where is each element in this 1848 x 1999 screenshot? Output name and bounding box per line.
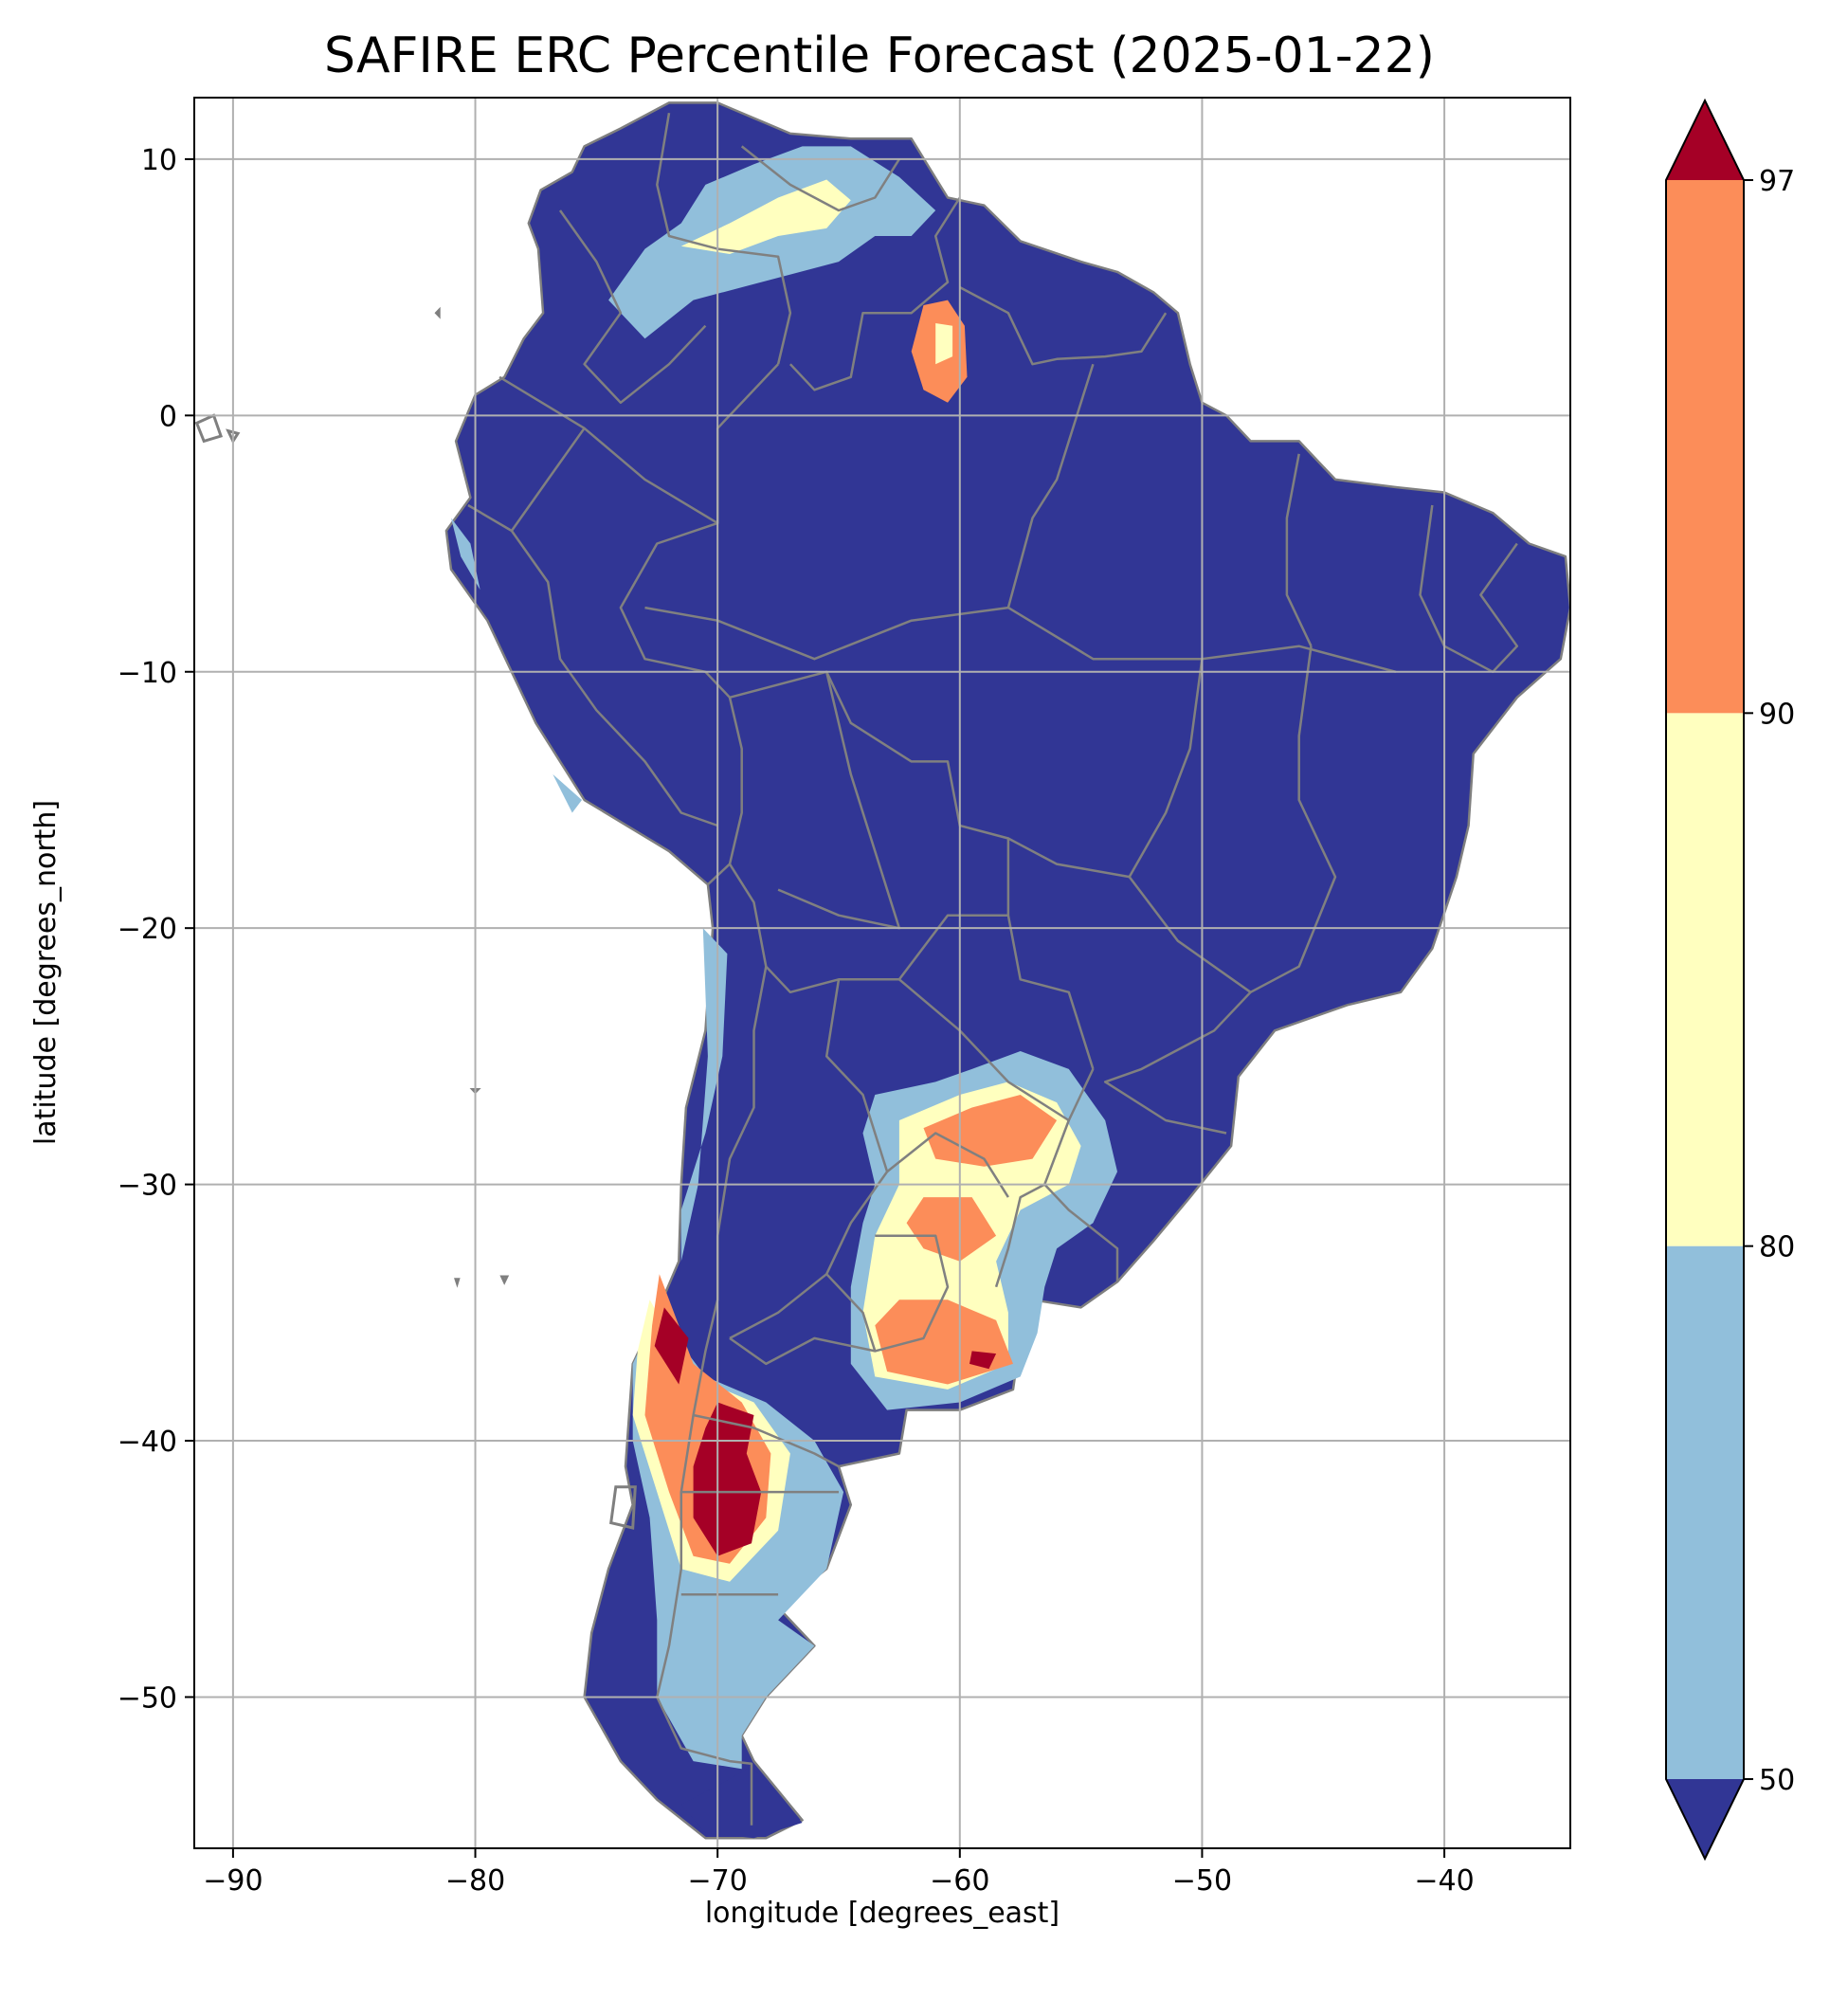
- border-argentina-provinces-1: [729, 979, 889, 1340]
- y-tick-label: −50: [118, 1681, 177, 1715]
- x-tick-label: −80: [445, 1864, 505, 1898]
- border-guyana-venezuela: [788, 196, 961, 391]
- border-brazil-states-7: [1103, 990, 1252, 1135]
- border-ecuador-peru: [467, 427, 586, 533]
- colorbar: 50 80 90 97: [1665, 98, 1795, 1862]
- region-pampas-orange-1: [923, 1095, 1058, 1167]
- y-tick-label: 0: [159, 400, 177, 433]
- border-brazil-states-4: [1007, 837, 1130, 879]
- border-guianas: [959, 285, 1168, 366]
- border-argentina-provinces-3: [729, 1273, 877, 1366]
- region-pampas-red: [969, 1351, 997, 1370]
- colorbar-tick-label: 90: [1759, 698, 1795, 731]
- border-venezuela-internal: [740, 145, 900, 212]
- x-tick-label: −50: [1172, 1864, 1232, 1898]
- colorbar-segment: [1666, 180, 1744, 714]
- border-brazil-states-6: [1285, 453, 1313, 647]
- border-uruguay-brazil: [1043, 1183, 1119, 1282]
- island-juan-fernandez-2: [454, 1278, 461, 1288]
- border-brazil-states-2: [1006, 363, 1095, 609]
- colorbar-segment: [1666, 1245, 1744, 1779]
- colorbar-extend-top: [1666, 100, 1744, 180]
- border-colombia-internal: [558, 209, 707, 405]
- gridlines: [194, 98, 1570, 1848]
- colorbar-tick-label: 50: [1759, 1764, 1795, 1797]
- region-patagonia-red-1: [654, 1307, 689, 1385]
- region-guiana-yellow: [935, 323, 953, 365]
- y-tick-label: −10: [118, 657, 177, 690]
- colorbar-tick-label: 97: [1759, 165, 1795, 198]
- region-ecuador-coast: [451, 518, 480, 591]
- x-axis-label: longitude [degrees_east]: [705, 1897, 1060, 1930]
- x-axis: −90 −80 −70 −60 −50 −40: [203, 1848, 1475, 1898]
- chart-title: SAFIRE ERC Percentile Forecast (2025-01-…: [324, 27, 1435, 84]
- region-tierra-del-fuego: [680, 1766, 803, 1839]
- island-chiloe: [609, 1485, 637, 1530]
- colorbar-tick-label: 80: [1759, 1231, 1795, 1264]
- region-pampas-orange-2: [906, 1197, 997, 1262]
- island-malpelo: [434, 306, 441, 319]
- y-tick-label: −40: [118, 1426, 177, 1459]
- y-tick-label: −20: [118, 913, 177, 946]
- border-chile-argentina: [656, 966, 768, 1826]
- x-tick-label: −70: [688, 1864, 748, 1898]
- island-galapagos-1: [194, 413, 224, 444]
- border-peru-bolivia-chile: [707, 697, 743, 886]
- y-tick-label: −30: [118, 1170, 177, 1203]
- border-colombia-peru: [498, 363, 780, 525]
- plot-frame: [193, 97, 1571, 1849]
- island-juan-fernandez-1: [499, 1275, 510, 1285]
- region-northwest-yellow: [680, 179, 851, 254]
- border-argentina-provinces-7: [874, 1234, 950, 1353]
- y-tick-label: 10: [141, 144, 177, 177]
- region-northwest-light: [608, 146, 936, 339]
- border-peru-internal: [510, 530, 718, 827]
- border-paraguay-argentina: [898, 978, 1095, 1122]
- border-bolivia-internal: [777, 671, 901, 930]
- y-axis-label: latitude [degrees_north]: [29, 800, 63, 1145]
- border-argentina-brazil-uruguay: [994, 1119, 1070, 1288]
- colorbar-segment: [1666, 713, 1744, 1246]
- region-peru-coast: [553, 773, 582, 813]
- x-tick-label: −60: [930, 1864, 989, 1898]
- y-axis: 10 0 −10 −20 −30 −40 −50: [118, 144, 194, 1715]
- x-tick-label: −40: [1414, 1864, 1474, 1898]
- region-chile-coast-north: [680, 928, 728, 1262]
- x-tick-label: −90: [203, 1864, 263, 1898]
- border-brazil-peru-bolivia: [619, 521, 1095, 1070]
- border-bolivia-chile-argentina: [728, 863, 1008, 994]
- colorbar-extend-bottom: [1666, 1779, 1744, 1859]
